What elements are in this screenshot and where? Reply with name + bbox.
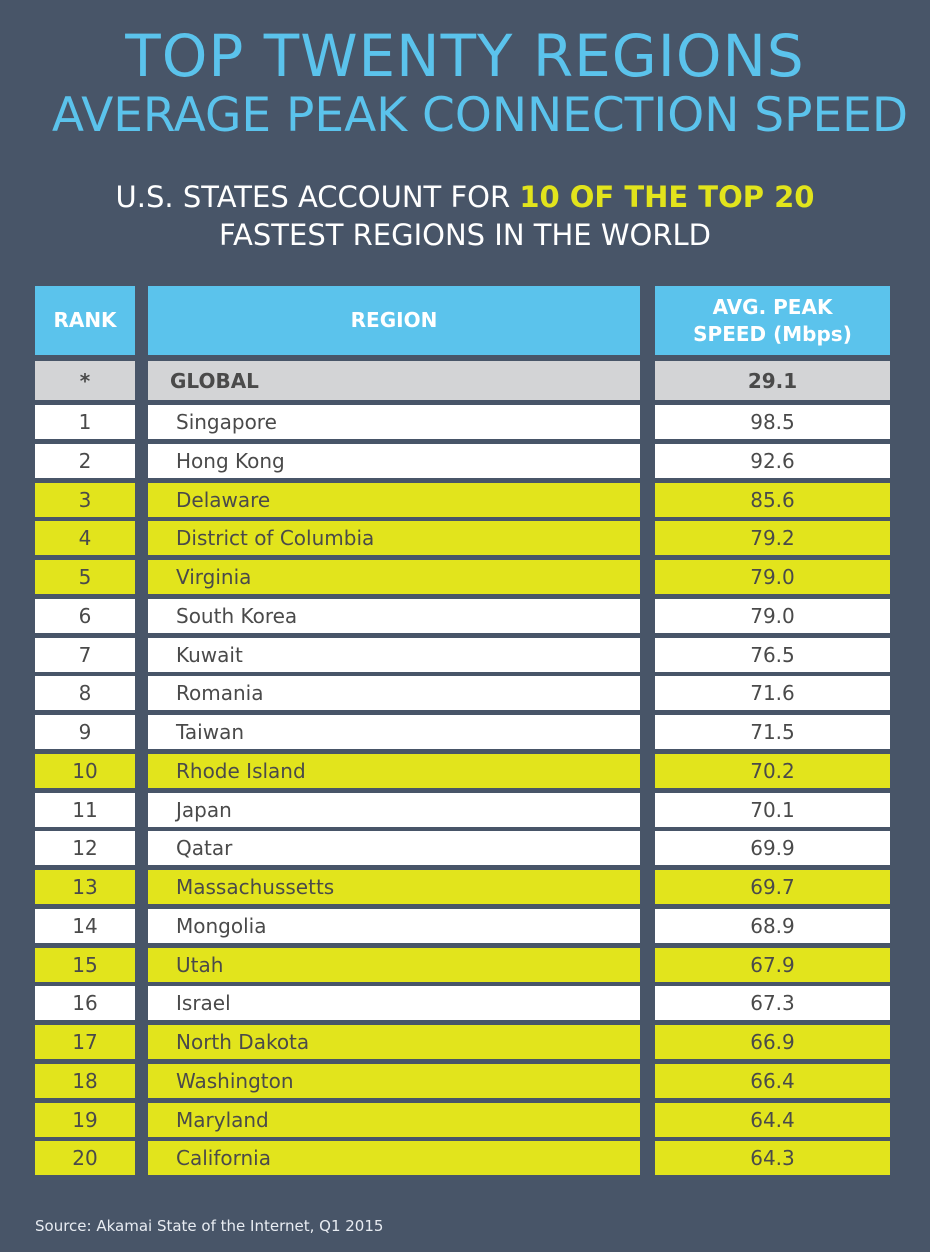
- row-8-region: Romania: [148, 676, 640, 711]
- row-4-rank: 4: [35, 521, 135, 556]
- row-1-rank: 1: [35, 405, 135, 439]
- row-4-speed: 79.2: [655, 521, 890, 556]
- row-10-rank: 10: [35, 753, 135, 788]
- row-19-rank: 19: [35, 1102, 135, 1137]
- row-5-region: Virginia: [148, 560, 640, 594]
- subtitle-highlight: 10 OF THE TOP 20: [519, 180, 815, 214]
- global-speed: 29.1: [655, 361, 890, 400]
- row-11-speed: 70.1: [655, 792, 890, 827]
- row-5-rank: 5: [35, 560, 135, 594]
- row-20-speed: 64.3: [655, 1141, 890, 1176]
- row-15-rank: 15: [35, 947, 135, 982]
- global-rank: *: [35, 361, 135, 400]
- row-17-speed: 66.9: [655, 1025, 890, 1059]
- row-2-speed: 92.6: [655, 443, 890, 478]
- row-13-speed: 69.7: [655, 870, 890, 904]
- row-7-speed: 76.5: [655, 637, 890, 672]
- header-speed: AVG. PEAK SPEED (Mbps): [655, 286, 890, 355]
- row-12-region: Qatar: [148, 831, 640, 866]
- subtitle-pre: U.S. STATES ACCOUNT FOR: [115, 180, 520, 214]
- row-19-speed: 64.4: [655, 1102, 890, 1137]
- row-20-rank: 20: [35, 1141, 135, 1176]
- title-line-1: TOP TWENTY REGIONS: [125, 22, 805, 90]
- row-14-speed: 68.9: [655, 908, 890, 943]
- row-15-region: Utah: [148, 947, 640, 982]
- row-17-region: North Dakota: [148, 1025, 640, 1059]
- row-17-rank: 17: [35, 1025, 135, 1059]
- header-region: REGION: [148, 286, 640, 355]
- row-6-region: South Korea: [148, 598, 640, 633]
- row-9-speed: 71.5: [655, 715, 890, 749]
- row-10-region: Rhode Island: [148, 753, 640, 788]
- global-region: GLOBAL: [148, 361, 640, 400]
- row-12-speed: 69.9: [655, 831, 890, 866]
- row-14-rank: 14: [35, 908, 135, 943]
- row-20-region: California: [148, 1141, 640, 1176]
- row-7-region: Kuwait: [148, 637, 640, 672]
- title-line-2: AVERAGE PEAK CONNECTION SPEED: [51, 88, 909, 143]
- row-19-region: Maryland: [148, 1102, 640, 1137]
- row-3-region: Delaware: [148, 482, 640, 517]
- row-9-rank: 9: [35, 715, 135, 749]
- row-2-rank: 2: [35, 443, 135, 478]
- row-16-rank: 16: [35, 986, 135, 1021]
- row-3-speed: 85.6: [655, 482, 890, 517]
- row-13-rank: 13: [35, 870, 135, 904]
- row-6-speed: 79.0: [655, 598, 890, 633]
- row-9-region: Taiwan: [148, 715, 640, 749]
- subtitle-line-2: FASTEST REGIONS IN THE WORLD: [219, 218, 711, 252]
- row-4-region: District of Columbia: [148, 521, 640, 556]
- row-2-region: Hong Kong: [148, 443, 640, 478]
- row-18-speed: 66.4: [655, 1063, 890, 1098]
- row-8-rank: 8: [35, 676, 135, 711]
- row-1-speed: 98.5: [655, 405, 890, 439]
- subtitle: U.S. STATES ACCOUNT FOR 10 OF THE TOP 20…: [0, 178, 930, 254]
- row-11-rank: 11: [35, 792, 135, 827]
- row-6-rank: 6: [35, 598, 135, 633]
- row-13-region: Massachussetts: [148, 870, 640, 904]
- row-8-speed: 71.6: [655, 676, 890, 711]
- header-rank: RANK: [35, 286, 135, 355]
- row-11-region: Japan: [148, 792, 640, 827]
- row-10-speed: 70.2: [655, 753, 890, 788]
- row-7-rank: 7: [35, 637, 135, 672]
- row-16-speed: 67.3: [655, 986, 890, 1021]
- row-12-rank: 12: [35, 831, 135, 866]
- row-18-region: Washington: [148, 1063, 640, 1098]
- row-1-region: Singapore: [148, 405, 640, 439]
- row-16-region: Israel: [148, 986, 640, 1021]
- row-3-rank: 3: [35, 482, 135, 517]
- row-18-rank: 18: [35, 1063, 135, 1098]
- row-14-region: Mongolia: [148, 908, 640, 943]
- row-15-speed: 67.9: [655, 947, 890, 982]
- source-note: Source: Akamai State of the Internet, Q1…: [35, 1217, 384, 1235]
- row-5-speed: 79.0: [655, 560, 890, 594]
